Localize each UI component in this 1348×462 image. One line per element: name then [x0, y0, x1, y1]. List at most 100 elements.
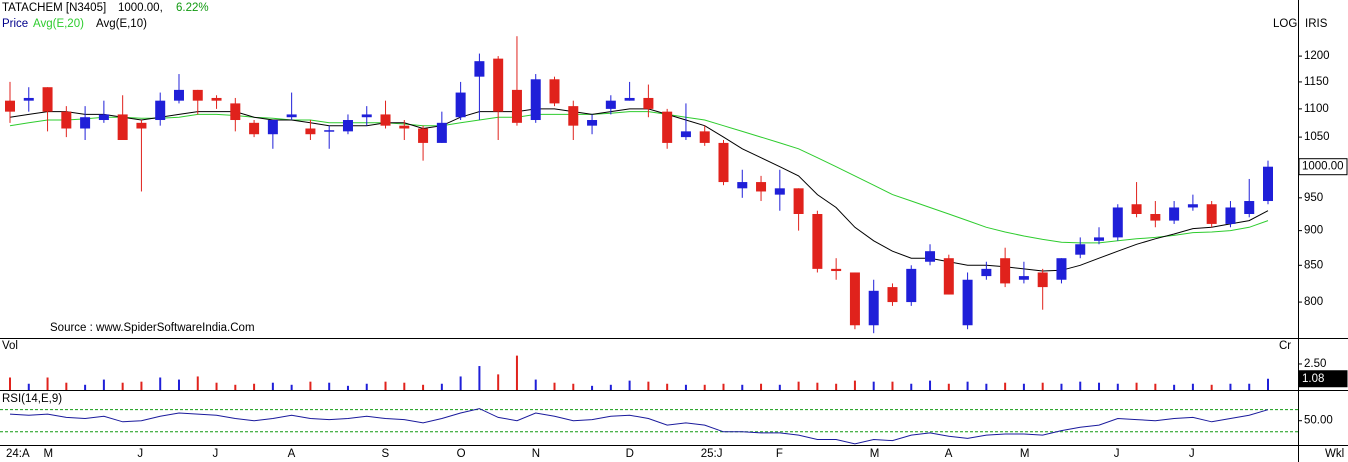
- x-tick-label: J: [213, 448, 219, 460]
- candle-body: [1206, 204, 1217, 224]
- candle-body: [831, 268, 842, 272]
- last-price: 1000.00,: [118, 2, 163, 14]
- volume-bar: [403, 382, 406, 390]
- candle-body: [568, 106, 579, 126]
- candle-body: [1263, 166, 1273, 202]
- candle-body: [549, 79, 560, 104]
- candle-body: [474, 61, 485, 77]
- volume-bar: [910, 383, 913, 390]
- x-tick-label: M: [1020, 448, 1030, 460]
- volume-bar: [534, 379, 537, 390]
- volume-bar: [346, 385, 349, 390]
- volume-bar: [422, 384, 425, 390]
- candle-body: [286, 114, 297, 118]
- candle-body: [737, 182, 748, 189]
- volume-bar: [853, 380, 856, 390]
- candle-body: [1225, 207, 1236, 224]
- x-tick-label: 24:A: [6, 448, 30, 460]
- candle-body: [493, 58, 504, 112]
- candle-body: [173, 89, 184, 101]
- volume-bar: [609, 384, 612, 390]
- volume-bar: [215, 382, 218, 390]
- volume-bar: [929, 380, 932, 390]
- volume-bar: [159, 377, 162, 390]
- volume-bar: [1060, 383, 1063, 390]
- candle-body: [361, 114, 372, 118]
- candle-body: [1075, 244, 1086, 255]
- volume-bar: [1041, 382, 1044, 390]
- volume-bar: [9, 377, 11, 390]
- last-value-box: [1298, 158, 1348, 176]
- candle-body: [962, 279, 973, 326]
- scale-label: LOG: [1273, 18, 1297, 30]
- candle-body: [1169, 207, 1180, 221]
- candle-body: [267, 120, 278, 135]
- candle-body: [1187, 204, 1198, 208]
- y-tick-label: 1100: [1304, 103, 1329, 115]
- symbol-title: TATACHEM [N3405]: [2, 2, 106, 14]
- volume-bar: [271, 382, 274, 390]
- volume-bar: [1173, 384, 1176, 390]
- candle-body: [943, 258, 954, 295]
- legend-entry: Avg(E,10): [96, 18, 147, 30]
- volume-bar: [102, 379, 105, 390]
- volume-bar: [177, 379, 180, 390]
- volume-bar: [835, 383, 838, 390]
- legend-entry: Avg(E,20): [33, 18, 84, 30]
- x-tick-label: D: [626, 448, 634, 460]
- period-label: Wkl: [1325, 448, 1344, 460]
- volume-bar: [27, 383, 30, 390]
- volume-bar: [140, 381, 143, 390]
- candle-body: [774, 188, 785, 195]
- volume-bar: [872, 381, 875, 390]
- x-tick-label: A: [288, 448, 296, 460]
- legend-price: Price: [2, 18, 28, 30]
- volume-bar: [384, 381, 387, 390]
- volume-bar: [328, 382, 331, 390]
- candle-body: [756, 182, 767, 192]
- candle-body: [981, 268, 992, 277]
- volume-bar: [497, 374, 500, 390]
- volume-bar: [797, 381, 800, 390]
- volume-bar: [628, 380, 631, 390]
- volume-bar: [1154, 383, 1157, 390]
- rsi-line: [9, 408, 1269, 445]
- candle-body: [925, 251, 936, 262]
- y-tick-label: 850: [1304, 259, 1323, 271]
- volume-bar: [1135, 382, 1138, 390]
- volume-bar: [121, 382, 124, 390]
- volume-bar: [309, 381, 312, 390]
- volume-bar: [84, 384, 87, 390]
- candle-body: [906, 268, 917, 303]
- candle-body: [1094, 237, 1105, 241]
- last-value-label: 1000.00: [1302, 161, 1344, 173]
- volume-bar: [46, 377, 49, 390]
- volume-bar: [891, 381, 894, 390]
- last-value-box: [1298, 370, 1348, 388]
- candle-body: [605, 100, 616, 109]
- candle-body: [305, 128, 316, 135]
- candle-body: [680, 131, 691, 138]
- volume-bar: [966, 381, 969, 390]
- volume-bar: [572, 383, 575, 390]
- volume-bar: [234, 384, 237, 390]
- candle-body: [324, 130, 335, 132]
- candle-body: [5, 100, 15, 112]
- x-tick-label: F: [776, 448, 783, 460]
- volume-bar: [440, 383, 443, 390]
- candle-body: [868, 290, 879, 326]
- moving-average: [9, 111, 1269, 244]
- candle-body: [1112, 207, 1123, 238]
- x-tick-label: J: [1114, 448, 1120, 460]
- volume-bar: [1022, 383, 1025, 390]
- volume-bar: [591, 385, 594, 390]
- volume-bar: [647, 381, 650, 390]
- volume-bar: [459, 376, 462, 390]
- volume-bar: [365, 383, 368, 390]
- candle-body: [455, 92, 466, 118]
- volume-bar: [1210, 384, 1213, 390]
- candle-body: [436, 122, 447, 143]
- candle-body: [1056, 258, 1067, 280]
- volume-bar: [684, 384, 687, 390]
